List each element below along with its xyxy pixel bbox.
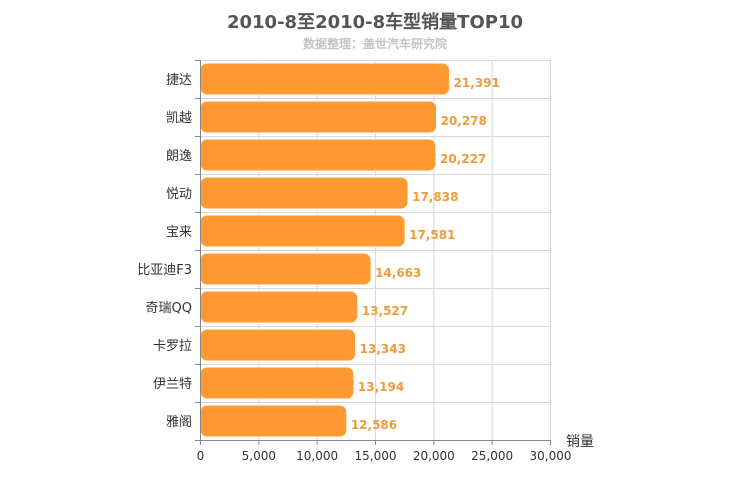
x-tick-label-4: 20,000	[413, 449, 455, 463]
bar-1[interactable]	[199, 100, 438, 134]
category-label-7: 卡罗拉	[153, 339, 192, 354]
bar-3[interactable]	[199, 176, 409, 210]
bar-2[interactable]	[199, 138, 437, 172]
x-tick-label-0: 0	[197, 449, 205, 463]
value-label-6: 13,527	[362, 304, 408, 318]
value-label-9: 12,586	[351, 418, 397, 432]
value-label-8: 13,194	[358, 380, 404, 394]
category-label-3: 悦动	[166, 187, 192, 202]
bars: 21,391 20,278 20,227 17,838 17,581 14,663 13,5…	[199, 62, 500, 438]
bar-9[interactable]	[199, 404, 348, 438]
category-label-9: 雅阁	[166, 415, 192, 430]
chart-subtitle: 数据整理：盖世汽车研究院	[302, 37, 447, 51]
value-label-3: 17,838	[412, 190, 458, 204]
value-label-5: 14,663	[375, 266, 421, 280]
category-label-4: 宝来	[166, 225, 192, 240]
x-tick-label-1: 5,000	[242, 449, 276, 463]
bar-0[interactable]	[199, 62, 451, 96]
x-axis-label: 销量	[566, 434, 594, 450]
x-tick-label-3: 15,000	[355, 449, 397, 463]
category-label-5: 比亚迪F3	[137, 263, 192, 278]
value-label-7: 13,343	[360, 342, 406, 356]
bar-5[interactable]	[199, 252, 372, 286]
category-label-0: 捷达	[166, 73, 192, 88]
x-tick-label-5: 25,000	[471, 449, 513, 463]
category-label-2: 朗逸	[166, 149, 192, 164]
value-label-1: 20,278	[441, 114, 487, 128]
chart-title: 2010-8至2010-8车型销量TOP10	[226, 12, 523, 33]
bar-6[interactable]	[199, 290, 359, 324]
bar-8[interactable]	[199, 366, 355, 400]
category-label-6: 奇瑞QQ	[146, 300, 192, 316]
value-label-0: 21,391	[454, 76, 500, 90]
bar-7[interactable]	[199, 328, 357, 362]
category-label-1: 凯越	[166, 111, 192, 126]
value-label-4: 17,581	[409, 228, 455, 242]
category-label-8: 伊兰特	[153, 377, 192, 392]
x-tick-label-6: 30,000	[530, 449, 572, 463]
bar-4[interactable]	[199, 214, 406, 248]
x-tick-label-2: 10,000	[296, 449, 338, 463]
value-label-2: 20,227	[440, 152, 486, 166]
